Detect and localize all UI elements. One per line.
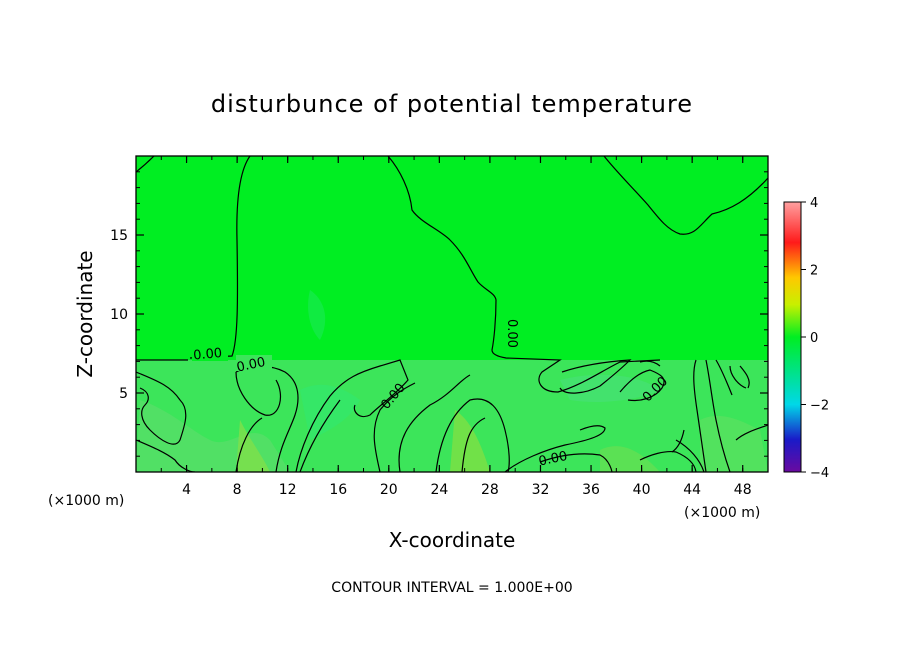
y-tick-label: 5 — [119, 386, 128, 402]
colorbar-tick-label: 4 — [810, 196, 818, 211]
colorbar-tick-label: 2 — [810, 264, 818, 279]
colorbar-ticks: 4 2 0 −2 −4 — [801, 196, 829, 481]
x-tick-label: 44 — [683, 482, 701, 498]
y-axis: 5 10 15 — [110, 171, 768, 457]
colorbar-tick-label: −2 — [810, 399, 829, 414]
x-tick-label: 8 — [233, 482, 242, 498]
heatmap-field: 0.00 0.00 0.00 0.00 0.00 0.00 — [136, 156, 768, 472]
x-tick-label: 20 — [380, 482, 398, 498]
y-tick-label: 15 — [110, 228, 128, 244]
x-tick-label: 28 — [481, 482, 499, 498]
x-axis-label: X-coordinate — [389, 528, 516, 552]
colorbar-tick-label: −4 — [810, 466, 829, 481]
y-tick-label: 10 — [110, 307, 128, 323]
x-tick-label: 40 — [633, 482, 651, 498]
contour-interval-note: CONTOUR INTERVAL = 1.000E+00 — [331, 580, 572, 596]
x-tick-label: 36 — [582, 482, 600, 498]
x-tick-label: 4 — [182, 482, 191, 498]
contour-lines — [136, 156, 768, 472]
x-tick-label: 48 — [734, 482, 752, 498]
colorbar — [783, 201, 802, 473]
x-tick-label: 12 — [279, 482, 297, 498]
x-tick-label: 32 — [532, 482, 550, 498]
contour-label: 0.00 — [537, 449, 568, 470]
y-axis-label: Z-coordinate — [73, 250, 97, 377]
x-unit-right: (×1000 m) — [684, 505, 760, 521]
contour-label: 0.00 — [235, 355, 266, 376]
colorbar-tick-label: 0 — [810, 331, 818, 346]
contour-label: 0.00 — [504, 319, 519, 348]
contour-label-group: 0.00 0.00 0.00 0.00 0.00 0.00 — [192, 319, 671, 470]
contour-label: 0.00 — [193, 346, 223, 363]
x-tick-label: 24 — [430, 482, 448, 498]
x-axis: 4 8 12 16 20 24 28 32 36 40 44 48 — [135, 156, 769, 498]
chart-title: disturbunce of potential temperature — [211, 90, 693, 118]
x-tick-label: 16 — [329, 482, 347, 498]
x-unit-left: (×1000 m) — [48, 493, 124, 509]
